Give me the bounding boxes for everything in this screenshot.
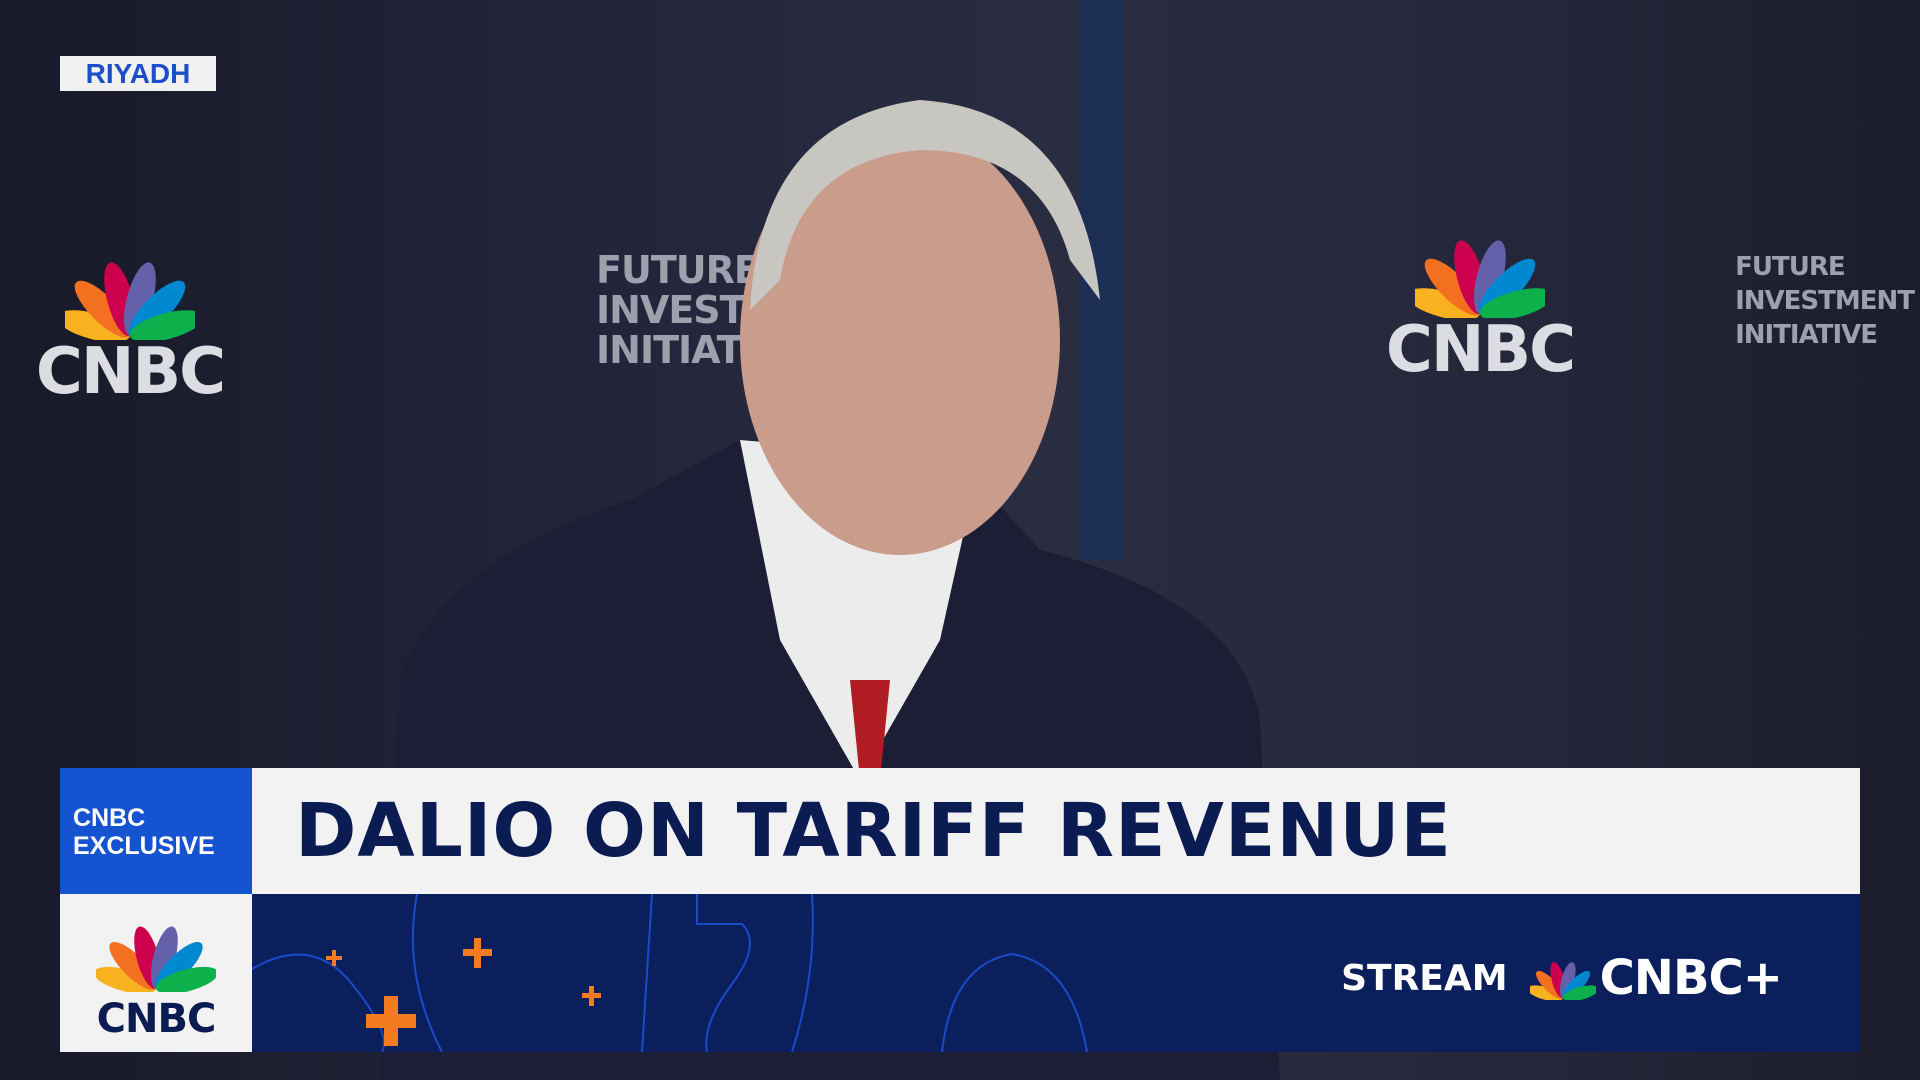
lower-third: CNBC EXCLUSIVE DALIO ON TARIFF REVENUE C… [60,768,1860,1052]
peacock-feather [123,262,156,337]
badge-line: EXCLUSIVE [73,832,215,860]
promo-bar: STREAM CNBC+ [252,894,1860,1052]
backdrop-fii-logo: FUTURE INVESTMENT INITIATIVE [1735,250,1915,352]
plus-icons [326,938,601,1046]
peacock-icon [1415,240,1545,318]
peacock-feather [1473,240,1506,315]
cnbc-word: CNBC [96,996,217,1042]
peacock-feather [1562,985,1596,1000]
fii-line: FUTURE [1735,252,1846,282]
exclusive-badge: CNBC EXCLUSIVE [60,768,252,894]
peacock-icon [93,926,219,994]
stream-cnbc-plus-promo: STREAM CNBC+ [1341,950,1783,1006]
fii-line: FUTURE [596,248,760,292]
headline-bar: DALIO ON TARIFF REVENUE [252,768,1860,894]
peacock-icon [65,262,195,340]
peacock-feather [129,310,195,340]
peacock-feather [1415,288,1481,318]
headline: DALIO ON TARIFF REVENUE [295,788,1452,874]
peacock-feather [1479,288,1545,318]
location-tag: RIYADH [60,56,216,91]
peacock-feather [93,966,157,994]
fii-line: INITIATIVE [1735,320,1878,350]
peacock-feather [1529,985,1563,1000]
peacock-feather [155,966,219,994]
promo-prefix: STREAM [1341,957,1508,999]
peacock-feather [1559,962,1576,999]
peacock-feather [65,310,131,340]
cnbc-logo: CNBC [60,894,252,1052]
peacock-feather [150,926,178,989]
backdrop-cnbc-word: CNBC [35,335,226,409]
backdrop-cnbc-logo: CNBC [30,250,230,404]
promo-brand: CNBC+ [1599,950,1783,1006]
peacock-icon [1529,962,1596,1000]
backdrop-cnbc-word: CNBC [1385,313,1576,387]
badge-line: CNBC [73,804,146,832]
decorative-lines [252,894,1088,1052]
fii-line: INVESTMENT [1735,286,1915,316]
backdrop-cnbc-logo: CNBC [1385,228,1576,387]
